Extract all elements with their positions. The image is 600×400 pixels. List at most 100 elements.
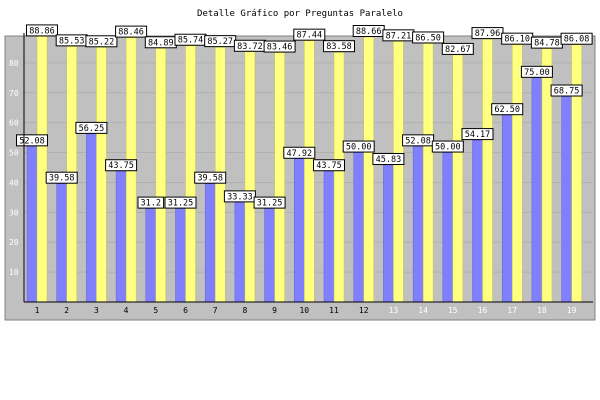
bar-series-2 — [393, 41, 404, 303]
bar-series-1 — [442, 152, 454, 303]
data-label-box — [520, 65, 553, 78]
y-tick-label: 20 — [9, 238, 19, 247]
bar-series-1 — [234, 202, 246, 303]
data-label: 83.72 — [237, 42, 263, 52]
data-label-box — [164, 196, 197, 209]
data-label-box — [293, 28, 326, 41]
data-labels: 52.08 88.86 39.58 85.53 56.25 85.22 43.75 88.46… — [16, 24, 593, 209]
data-label: 83.46 — [267, 43, 293, 53]
data-label-box — [105, 159, 138, 172]
data-label-box — [75, 121, 108, 134]
data-label: 86.08 — [564, 35, 590, 45]
bar-series-2 — [511, 44, 523, 303]
data-label-box — [137, 196, 165, 209]
x-tick-label: 5 — [153, 306, 158, 315]
bar-series-1 — [472, 139, 483, 303]
data-label-box — [560, 32, 593, 45]
data-label: 86.10 — [504, 35, 530, 45]
y-tick-label: 40 — [9, 178, 19, 187]
data-label-box — [85, 35, 118, 48]
bar-series-1 — [412, 146, 424, 303]
data-label-box — [115, 25, 148, 38]
bar-series-2 — [363, 36, 374, 303]
bar-series-1 — [204, 183, 216, 303]
bar-series-1 — [175, 208, 186, 303]
bar-series-1 — [353, 152, 364, 303]
data-label-box — [441, 42, 474, 55]
bar-series-2 — [185, 45, 196, 303]
bar-series-1 — [56, 183, 67, 303]
data-label: 88.66 — [356, 27, 382, 37]
y-tick-label: 70 — [9, 89, 19, 98]
data-label: 50.00 — [435, 143, 461, 153]
x-tick-label: 15 — [448, 306, 458, 315]
data-label: 84.78 — [534, 39, 560, 49]
data-label: 50.00 — [346, 143, 372, 153]
bar-series-1 — [531, 77, 543, 303]
data-label-box — [283, 146, 316, 159]
bar-series-1 — [561, 96, 572, 303]
bar-series-2 — [36, 36, 48, 303]
data-label-box — [223, 190, 256, 203]
data-label: 85.22 — [89, 37, 115, 47]
bar-series-2 — [155, 48, 167, 303]
data-label: 52.08 — [405, 136, 431, 146]
x-tick-label: 1 — [35, 306, 40, 315]
data-label: 68.75 — [554, 87, 580, 97]
bar-series-2 — [482, 38, 493, 303]
data-label-box — [253, 196, 286, 209]
data-label: 83.58 — [326, 42, 352, 52]
data-label: 62.50 — [494, 105, 520, 115]
bar-series-2 — [541, 48, 553, 303]
data-label-box — [402, 134, 435, 147]
data-label-box — [26, 24, 58, 37]
bar-series-1 — [294, 158, 305, 303]
bar-series-1 — [383, 164, 394, 303]
x-tick-label: 13 — [389, 306, 399, 315]
data-label: 75.00 — [524, 68, 550, 78]
data-label-box — [263, 40, 296, 53]
bar-series-1 — [145, 208, 157, 303]
x-tick-label: 7 — [213, 306, 218, 315]
data-label: 31.25 — [257, 199, 283, 209]
bar-series-2 — [571, 44, 582, 303]
bar-series-1 — [86, 133, 97, 303]
data-label: 39.58 — [49, 174, 75, 184]
data-label: 85.53 — [59, 36, 85, 46]
x-tick-label: 17 — [507, 306, 517, 315]
data-label: 86.50 — [415, 33, 441, 43]
data-label-box — [412, 31, 445, 44]
x-tick-label: 8 — [242, 306, 247, 315]
y-tick-label: 60 — [9, 119, 19, 128]
bar-series-2 — [96, 47, 107, 303]
bar-series-2 — [422, 43, 434, 303]
data-label: 87.44 — [297, 31, 323, 41]
data-label-box — [313, 159, 345, 172]
y-tick-label: 50 — [9, 149, 19, 158]
x-tick-label: 10 — [299, 306, 309, 315]
x-tick-label: 3 — [94, 306, 99, 315]
data-label-box — [16, 134, 48, 147]
x-tick-label: 2 — [64, 306, 69, 315]
x-tick-label: 16 — [478, 306, 488, 315]
data-label: 56.25 — [79, 124, 105, 134]
data-label-box — [431, 140, 464, 153]
y-tick-label: 80 — [9, 59, 19, 68]
bar-series-2 — [304, 40, 315, 303]
data-label: 88.86 — [29, 26, 55, 36]
bar-series-1 — [115, 170, 127, 303]
data-label: 88.46 — [118, 28, 144, 38]
bar-series-1 — [26, 146, 38, 303]
data-label: 39.58 — [197, 174, 223, 184]
x-tick-label: 14 — [418, 306, 428, 315]
data-label-box — [372, 153, 405, 166]
data-label-box — [342, 140, 375, 153]
bar-series-1 — [264, 208, 275, 303]
x-tick-label: 18 — [537, 306, 547, 315]
data-label: 45.83 — [376, 155, 402, 165]
y-tick-label: 30 — [9, 208, 19, 217]
x-tick-label: 19 — [567, 306, 577, 315]
x-tick-label: 6 — [183, 306, 188, 315]
data-label: 82.67 — [445, 45, 471, 55]
